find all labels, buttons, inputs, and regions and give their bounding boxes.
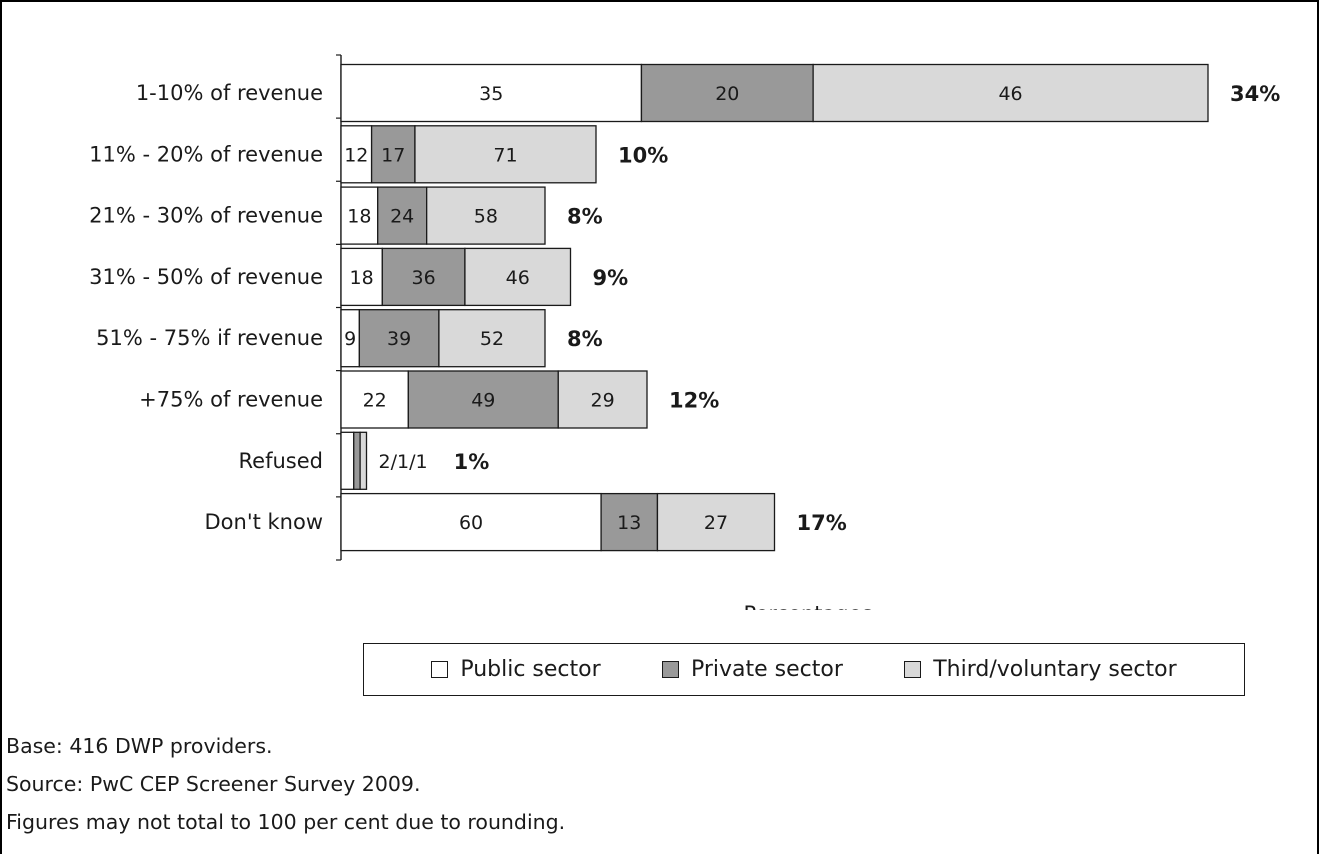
note-source: Source: PwC CEP Screener Survey 2009.	[6, 772, 421, 796]
segment-value-label: 60	[459, 512, 483, 534]
legend: Public sector Private sector Third/volunta…	[363, 643, 1245, 696]
bar-segment-private-sector	[377, 186, 428, 245]
bar-segment-third-voluntary-sector	[557, 370, 648, 429]
category-label: 1-10% of revenue	[136, 81, 323, 105]
bar-segment-third-voluntary-sector	[359, 431, 368, 490]
chart-notes: Base: 416 DWP providers. Source: PwC CEP…	[6, 727, 565, 841]
total-percentage-label: 10%	[618, 143, 668, 167]
segment-value-label: 71	[493, 144, 517, 166]
segment-value-label: 36	[412, 267, 436, 289]
bar-segment-private-sector	[600, 492, 659, 552]
segment-value-label: 18	[347, 206, 371, 228]
category-label: +75% of revenue	[139, 388, 323, 412]
bar-segment-private-sector	[407, 370, 559, 429]
category-label: Refused	[239, 449, 323, 473]
legend-item-third-voluntary-sector: Third/voluntary sector	[904, 657, 1177, 682]
note-rounding: Figures may not total to 100 per cent du…	[6, 810, 566, 834]
labels: 1-10% of revenue 35 20 46 34% 11% - 20% of re…	[89, 81, 1280, 535]
category-label: 11% - 20% of revenue	[89, 142, 323, 166]
bar-segment-third-voluntary-sector	[414, 125, 597, 184]
bar-segment-private-sector	[353, 431, 361, 490]
segment-value-label: 13	[617, 512, 641, 534]
segment-value-label: 27	[704, 512, 728, 534]
segment-value-label: 20	[715, 83, 739, 105]
segment-value-label: 24	[390, 206, 414, 228]
bar-segment-third-voluntary-sector	[656, 492, 776, 552]
bar-segment-public-sector	[340, 492, 602, 552]
segment-value-label: 18	[350, 267, 374, 289]
segment-value-label: 49	[471, 390, 495, 412]
category-label: Don't know	[204, 510, 323, 534]
segment-value-label: 39	[387, 328, 411, 350]
category-label: 21% - 30% of revenue	[89, 204, 323, 228]
legend-label: Public sector	[460, 657, 601, 682]
category-label: 51% - 75% if revenue	[96, 326, 323, 350]
total-percentage-label: 17%	[797, 511, 847, 535]
category-label: 31% - 50% of revenue	[89, 265, 323, 289]
legend-item-private-sector: Private sector	[661, 657, 843, 682]
total-percentage-label: 12%	[669, 389, 719, 413]
total-percentage-label: 9%	[593, 266, 629, 290]
legend-swatch	[904, 661, 922, 678]
bar-segment-third-voluntary-sector	[812, 63, 1209, 123]
bar-segment-third-voluntary-sector	[438, 309, 546, 368]
note-base: Base: 416 DWP providers.	[6, 734, 273, 758]
stacked-bar-chart: 1-10% of revenue 35 20 46 34% 11% - 20% of re…	[89, 54, 1280, 610]
segment-value-label: 12	[344, 144, 368, 166]
bar-segment-public-sector	[340, 247, 383, 307]
segment-value-label: 46	[506, 267, 530, 289]
bar-segment-third-voluntary-sector	[464, 247, 572, 307]
y-axis	[336, 54, 342, 561]
segment-value-label: 52	[480, 328, 504, 350]
segment-value-label: 58	[474, 206, 498, 228]
segment-value-label: 29	[591, 390, 615, 412]
legend-label: Private sector	[690, 657, 843, 682]
legend-swatch	[661, 661, 679, 678]
segment-values-combined-label: 2/1/1	[379, 451, 428, 473]
bar-segment-third-voluntary-sector	[426, 186, 546, 245]
legend-swatch	[431, 661, 449, 678]
total-percentage-label: 8%	[567, 327, 603, 351]
bar-segment-private-sector	[381, 247, 466, 307]
bar-segment-public-sector	[340, 431, 355, 490]
bars	[340, 63, 1209, 552]
total-percentage-label: 8%	[567, 205, 603, 229]
x-axis-title: Percentages	[743, 602, 872, 610]
segment-value-label: 35	[479, 83, 503, 105]
bar-segment-public-sector	[340, 186, 379, 245]
total-percentage-label: 1%	[454, 450, 490, 474]
total-percentage-label: 34%	[1230, 82, 1280, 106]
segment-value-label: 9	[344, 328, 356, 350]
segment-value-label: 46	[998, 83, 1022, 105]
legend-item-public-sector: Public sector	[431, 657, 601, 682]
segment-value-label: 22	[363, 390, 387, 412]
segment-value-label: 17	[381, 144, 405, 166]
bar-segment-public-sector	[340, 370, 409, 429]
legend-label: Third/voluntary sector	[933, 657, 1177, 682]
